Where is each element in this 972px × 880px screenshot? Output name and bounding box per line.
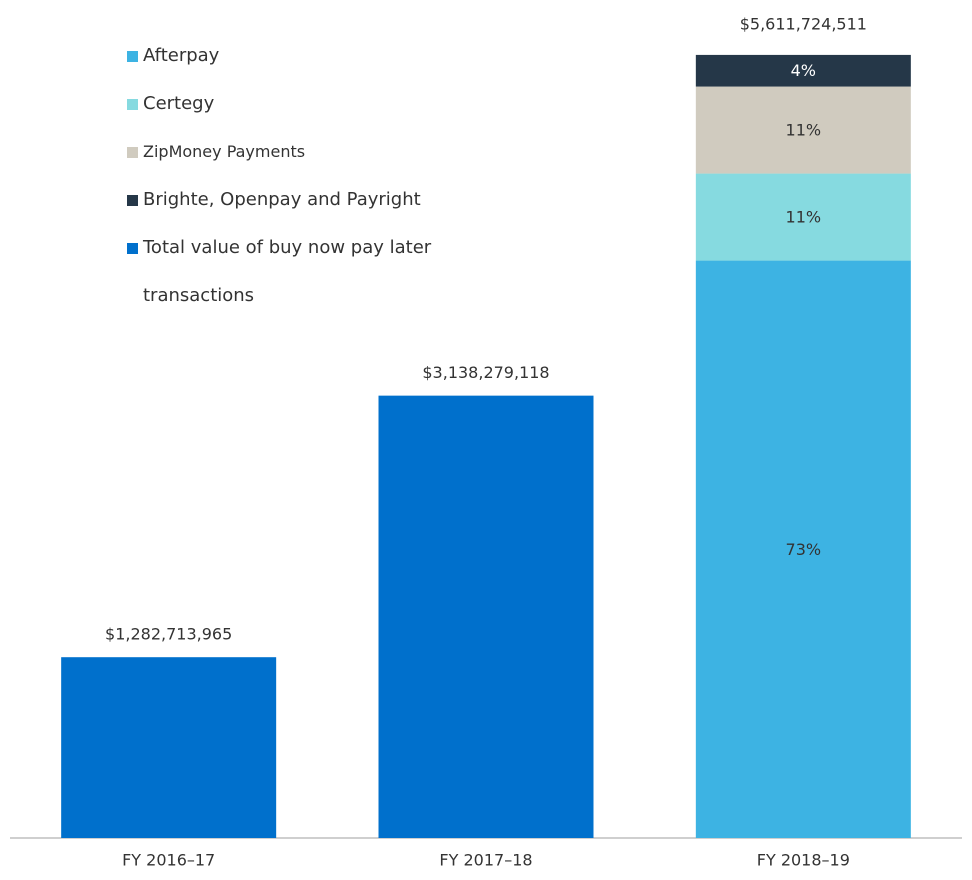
legend-label: ZipMoney Payments [143, 142, 306, 161]
bar-segment [695, 173, 911, 261]
legend-swatch [127, 195, 138, 206]
total-label: $1,282,713,965 [105, 625, 232, 644]
legend-item: Afterpay [127, 32, 497, 80]
legend-label: Afterpay [143, 45, 220, 66]
data-label: 73% [786, 540, 822, 559]
legend-item: Certegy [127, 80, 497, 128]
legend-swatch [127, 147, 138, 158]
legend-label: Total value of buy now pay later transac… [143, 237, 432, 306]
legend-swatch [127, 99, 138, 110]
legend-swatch [127, 243, 138, 254]
total-label: $3,138,279,118 [422, 363, 549, 382]
data-label: 4% [791, 61, 816, 80]
legend-swatch [127, 51, 138, 62]
x-tick-label: FY 2018–19 [757, 851, 850, 870]
bar-segment [695, 260, 911, 838]
data-label: 11% [786, 208, 822, 227]
legend: Afterpay Certegy ZipMoney Payments Brighte,… [127, 32, 497, 320]
bar-segment [695, 54, 911, 87]
x-tick-label: FY 2016–17 [122, 851, 215, 870]
data-label: 11% [786, 121, 822, 140]
legend-item: Brighte, Openpay and Payright [127, 176, 497, 224]
total-label: $5,611,724,511 [740, 15, 867, 34]
legend-label: Certegy [143, 93, 215, 114]
bar [378, 395, 594, 838]
legend-item: ZipMoney Payments [127, 128, 497, 176]
bar-segment [695, 86, 911, 174]
bar [61, 657, 277, 838]
legend-label: Brighte, Openpay and Payright [143, 189, 421, 210]
legend-item: Total value of buy now pay later transac… [127, 224, 497, 320]
x-tick-label: FY 2017–18 [439, 851, 532, 870]
